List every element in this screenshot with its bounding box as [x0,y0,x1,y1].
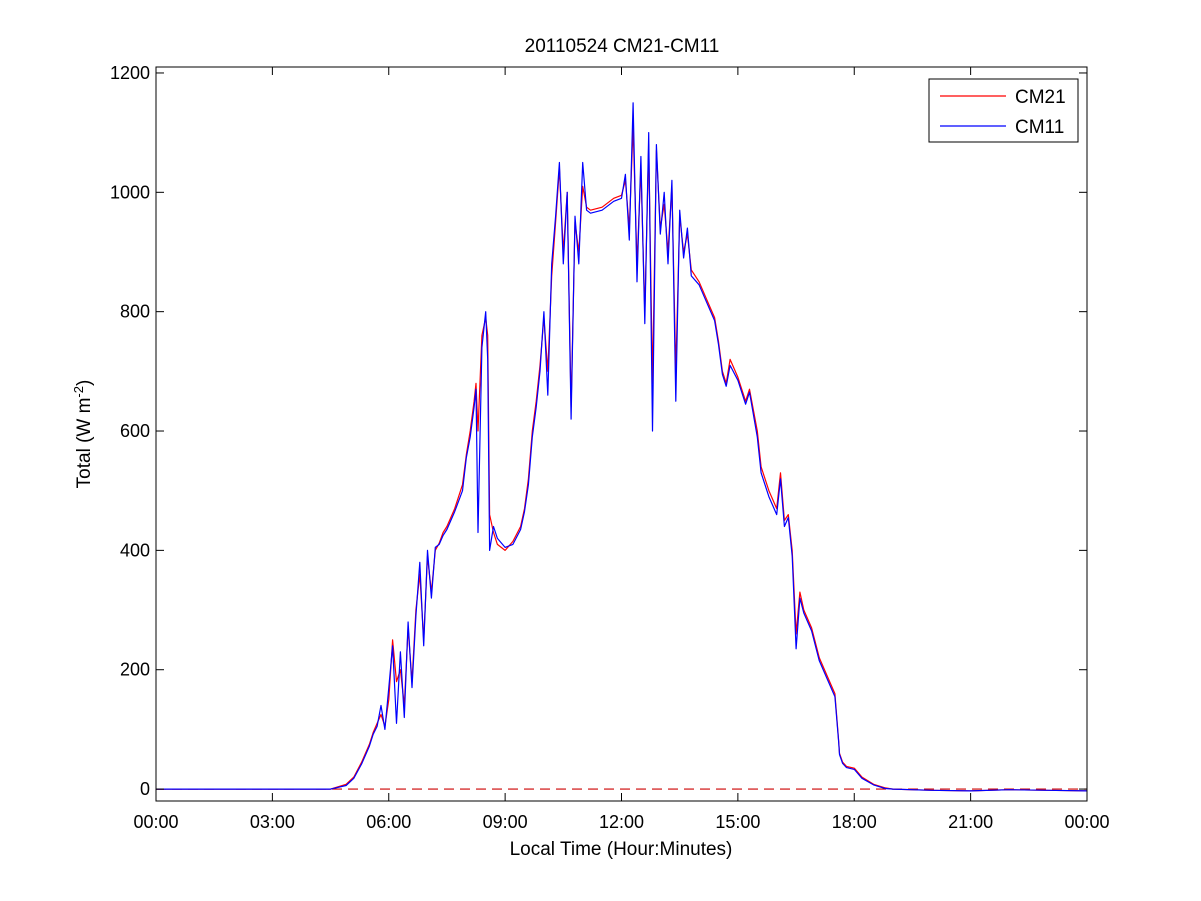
series-line-cm11 [156,102,1087,792]
y-axis-label-sup: -2 [71,386,86,398]
y-tick-label: 400 [120,540,150,560]
y-tick-label: 1000 [110,182,150,202]
y-tick-label: 0 [140,779,150,799]
x-tick-label: 00:00 [1064,812,1109,832]
y-tick-label: 800 [120,302,150,322]
legend-label-cm11: CM11 [1015,117,1064,138]
x-tick-label: 09:00 [483,812,528,832]
x-tick-label: 18:00 [832,812,877,832]
y-tick-label: 200 [120,660,150,680]
y-axis-label: Total (W m-2) [71,380,96,489]
x-tick-label: 12:00 [599,812,644,832]
series-line-cm21 [156,126,1087,792]
x-tick-label: 00:00 [133,812,178,832]
legend: CM21 CM11 [928,78,1079,143]
x-tick-label: 03:00 [250,812,295,832]
x-tick-label: 15:00 [715,812,760,832]
y-tick-label: 600 [120,421,150,441]
legend-label-cm21: CM21 [1015,87,1066,108]
x-tick-label: 21:00 [948,812,993,832]
plot-area [155,66,1088,802]
x-axis-label: Local Time (Hour:Minutes) [510,839,733,860]
chart-title: 20110524 CM21-CM11 [525,36,720,57]
y-axis-label-close: ) [74,380,95,386]
y-axis-label-base: Total (W m [74,398,95,489]
x-tick-label: 06:00 [366,812,411,832]
y-tick-label: 1200 [110,63,150,83]
